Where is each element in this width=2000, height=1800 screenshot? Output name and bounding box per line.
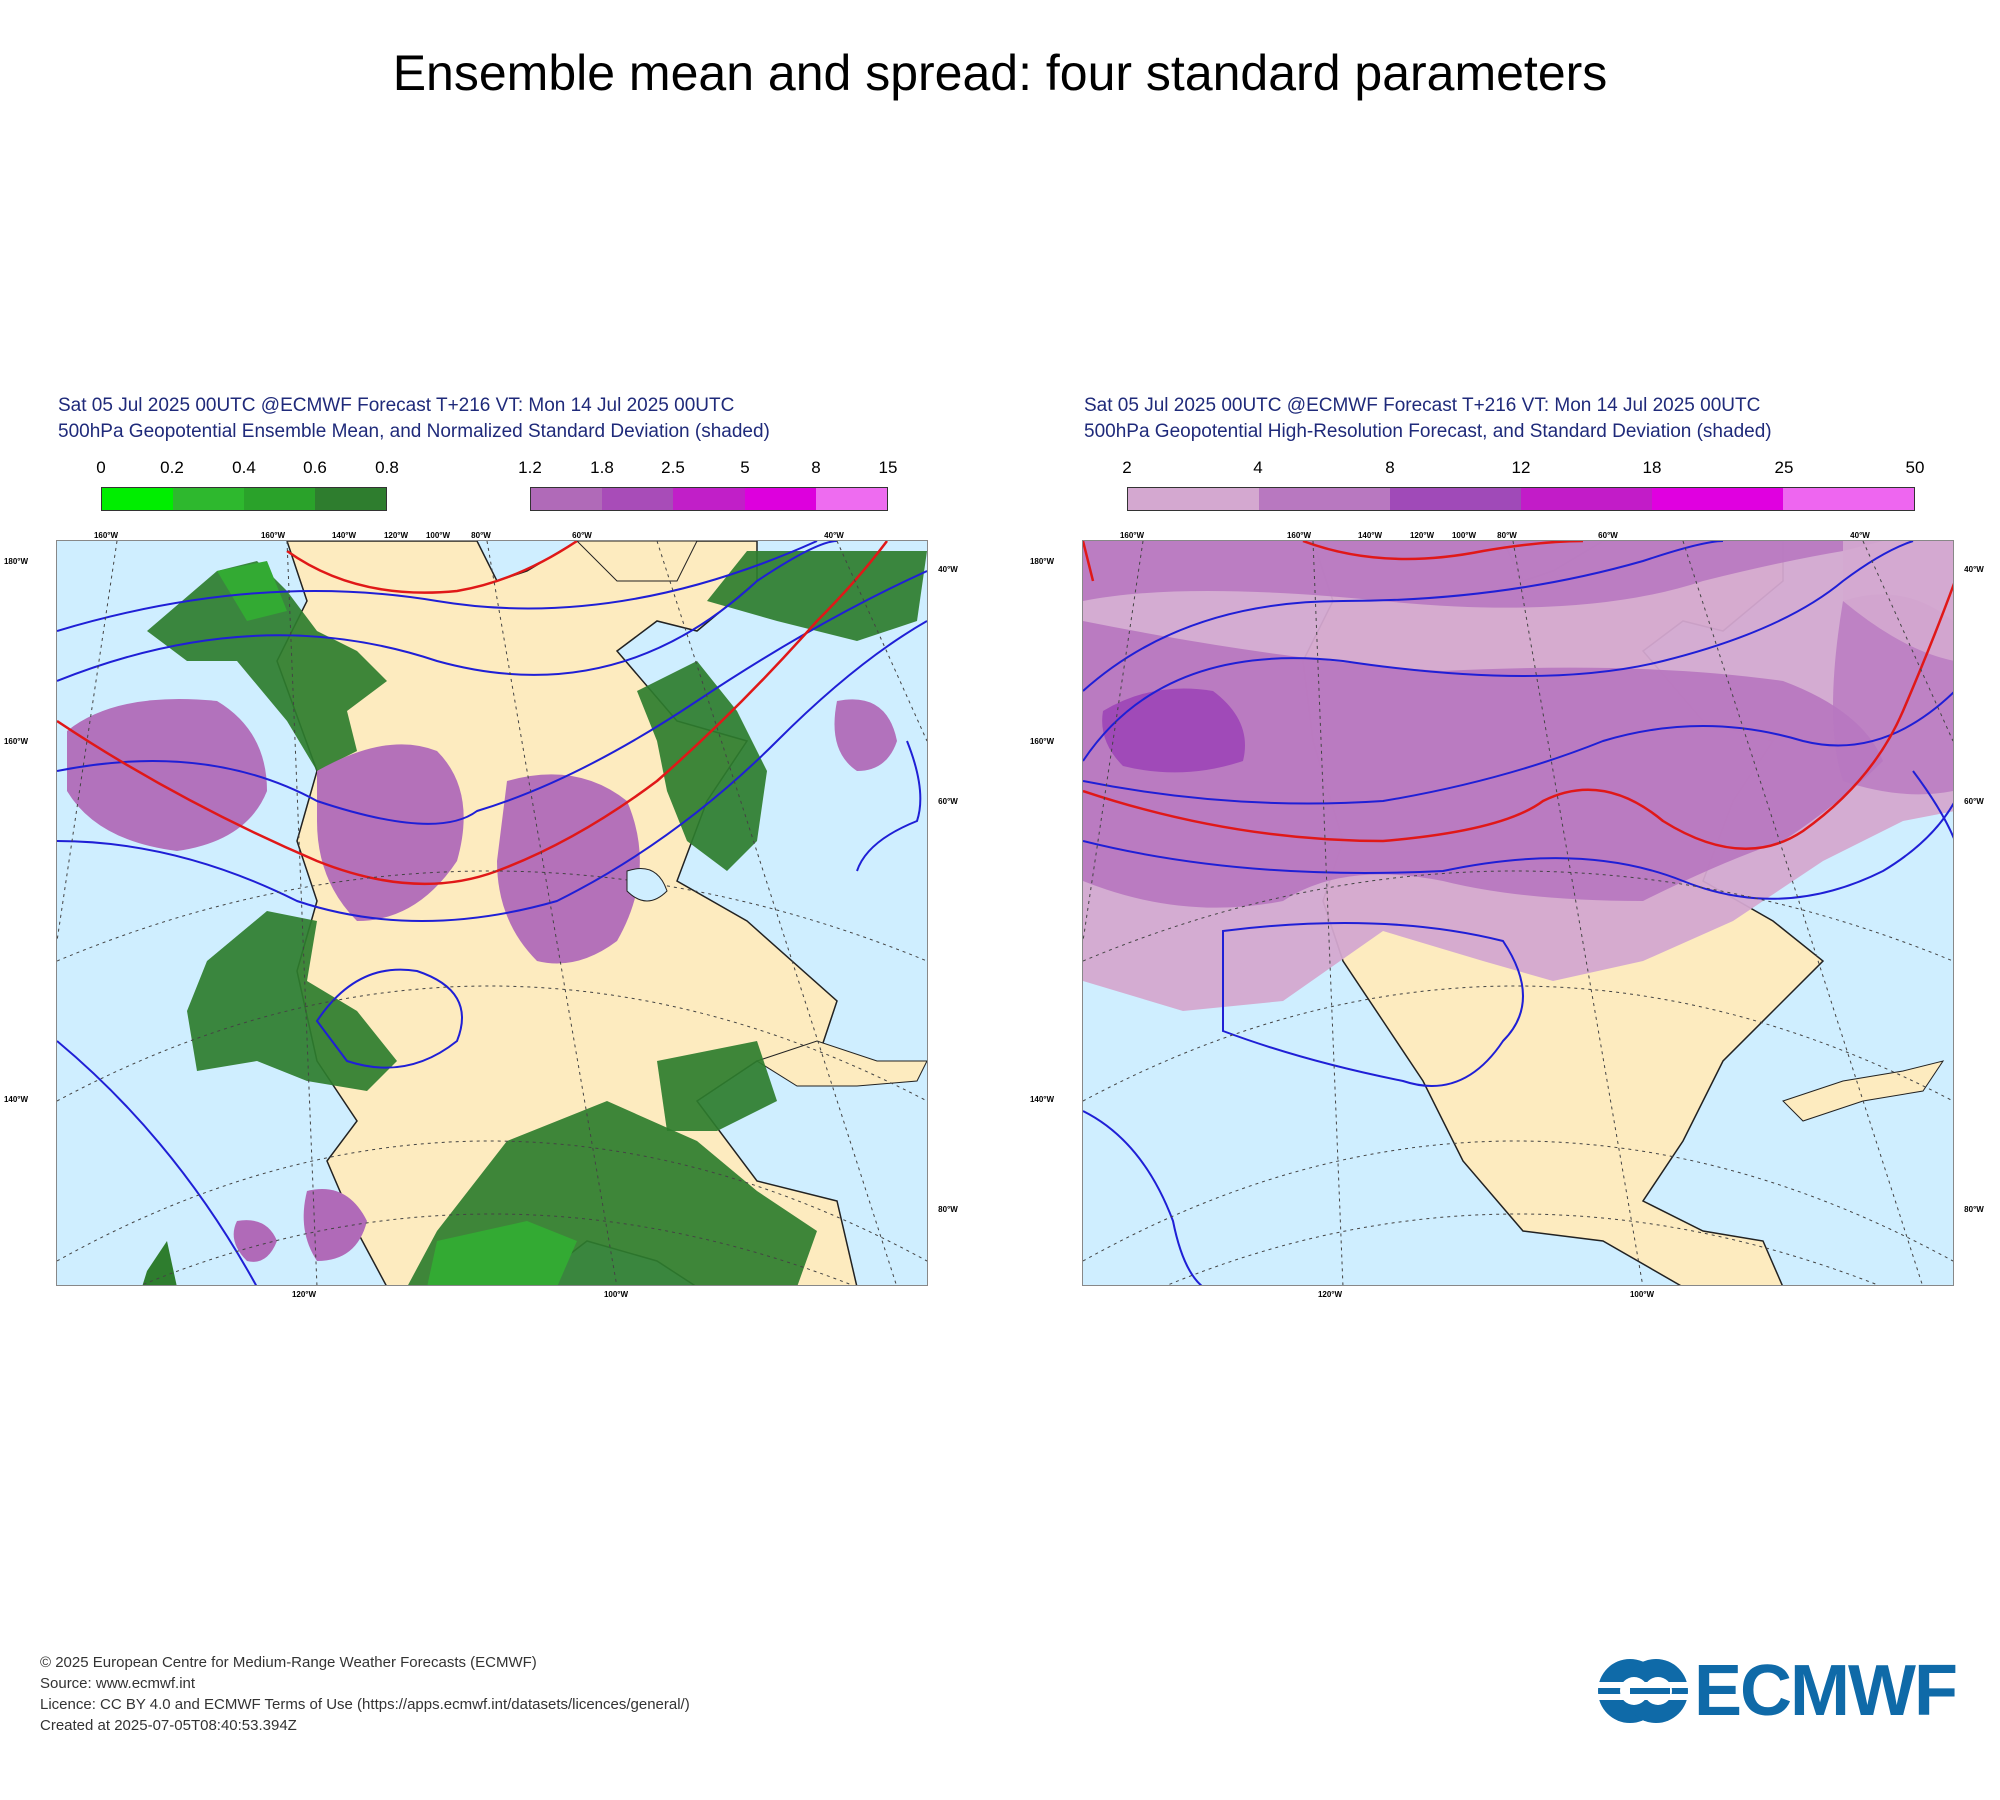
colorbar-tick: 5 [740, 458, 750, 477]
panel-header-line2: 500hPa Geopotential Ensemble Mean, and N… [58, 421, 770, 442]
page-title: Ensemble mean and spread: four standard … [392, 45, 1608, 101]
colorbar-tick: 15 [878, 458, 898, 477]
lon-label: 160°W [93, 531, 119, 540]
map-canvas [1082, 540, 1954, 1286]
panel-header-line2: 500hPa Geopotential High-Resolution Fore… [1084, 421, 1772, 442]
green-colorbar [101, 487, 387, 511]
lon-label: 120°W [383, 531, 409, 540]
panel-header-line1: Sat 05 Jul 2025 00UTC @ECMWF Forecast T+… [1084, 395, 1761, 416]
colorbar-tick: 2.5 [661, 458, 685, 477]
ensemble-mean-panel: Sat 05 Jul 2025 00UTC @ECMWF Forecast T+… [4, 395, 976, 1315]
lon-label: 160°W [1119, 531, 1145, 540]
panel-header-line1: Sat 05 Jul 2025 00UTC @ECMWF Forecast T+… [58, 395, 735, 416]
lon-label: 60°W [572, 531, 592, 540]
lon-label: 40°W [824, 531, 844, 540]
lon-label-bottom: 120°W [1317, 1290, 1343, 1299]
lon-label: 160°W [260, 531, 286, 540]
colorbar-tick: 8 [1385, 458, 1395, 477]
side-label-right: 60°W [1964, 797, 1984, 806]
side-label-left: 140°W [3, 1095, 29, 1104]
ecmwf-logo-icon [1594, 1659, 1690, 1723]
side-label-left: 180°W [3, 557, 29, 566]
colorbar-tick: 1.8 [590, 458, 614, 477]
colorbar-tick: 0.2 [160, 458, 184, 477]
lon-label: 80°W [471, 531, 491, 540]
side-label-left: 180°W [1029, 557, 1055, 566]
lon-label-bottom: 120°W [291, 1290, 317, 1299]
spread-colorbar [1127, 487, 1915, 511]
side-label-right: 80°W [938, 1205, 958, 1214]
purple-colorbar [530, 487, 888, 511]
source-text: Source: www.ecmwf.int [40, 1675, 196, 1692]
colorbar-tick: 4 [1253, 458, 1263, 477]
created-text: Created at 2025-07-05T08:40:53.394Z [40, 1717, 297, 1734]
licence-text: Licence: CC BY 4.0 and ECMWF Terms of Us… [40, 1696, 690, 1713]
colorbar-tick: 18 [1642, 458, 1662, 477]
colorbar-tick: 0 [96, 458, 106, 477]
map-graphic [1083, 541, 1953, 1285]
copyright-text: © 2025 European Centre for Medium-Range … [40, 1654, 537, 1671]
side-label-right: 40°W [938, 565, 958, 574]
side-label-left: 160°W [3, 737, 29, 746]
colorbar-tick: 0.4 [232, 458, 256, 477]
side-label-left: 160°W [1029, 737, 1055, 746]
lon-label-bottom: 100°W [1629, 1290, 1655, 1299]
lon-label: 60°W [1598, 531, 1618, 540]
footer: © 2025 European Centre for Medium-Range … [40, 1652, 690, 1736]
lon-label: 80°W [1497, 531, 1517, 540]
lon-label: 160°W [1286, 531, 1312, 540]
side-label-left: 140°W [1029, 1095, 1055, 1104]
lon-label-bottom: 100°W [603, 1290, 629, 1299]
lon-label: 40°W [1850, 531, 1870, 540]
colorbar-tick: 0.8 [375, 458, 399, 477]
side-label-right: 40°W [1964, 565, 1984, 574]
map-canvas [56, 540, 928, 1286]
lon-label: 120°W [1409, 531, 1435, 540]
colorbar-tick: 0.6 [303, 458, 327, 477]
colorbar-tick: 50 [1905, 458, 1925, 477]
side-label-right: 60°W [938, 797, 958, 806]
colorbar-tick: 8 [811, 458, 821, 477]
colorbar-tick: 25 [1774, 458, 1794, 477]
side-label-right: 80°W [1964, 1205, 1984, 1214]
high-res-forecast-panel: Sat 05 Jul 2025 00UTC @ECMWF Forecast T+… [1030, 395, 2000, 1315]
colorbar-tick: 12 [1511, 458, 1531, 477]
ecmwf-logo: ECMWF [1594, 1651, 1970, 1731]
lon-label: 140°W [1357, 531, 1383, 540]
lon-label: 140°W [331, 531, 357, 540]
colorbar-tick: 1.2 [518, 458, 542, 477]
lon-label: 100°W [1451, 531, 1477, 540]
lon-label: 100°W [425, 531, 451, 540]
colorbar-tick: 2 [1122, 458, 1132, 477]
logo-wordmark: ECMWF [1694, 1651, 1958, 1731]
map-graphic [57, 541, 927, 1285]
